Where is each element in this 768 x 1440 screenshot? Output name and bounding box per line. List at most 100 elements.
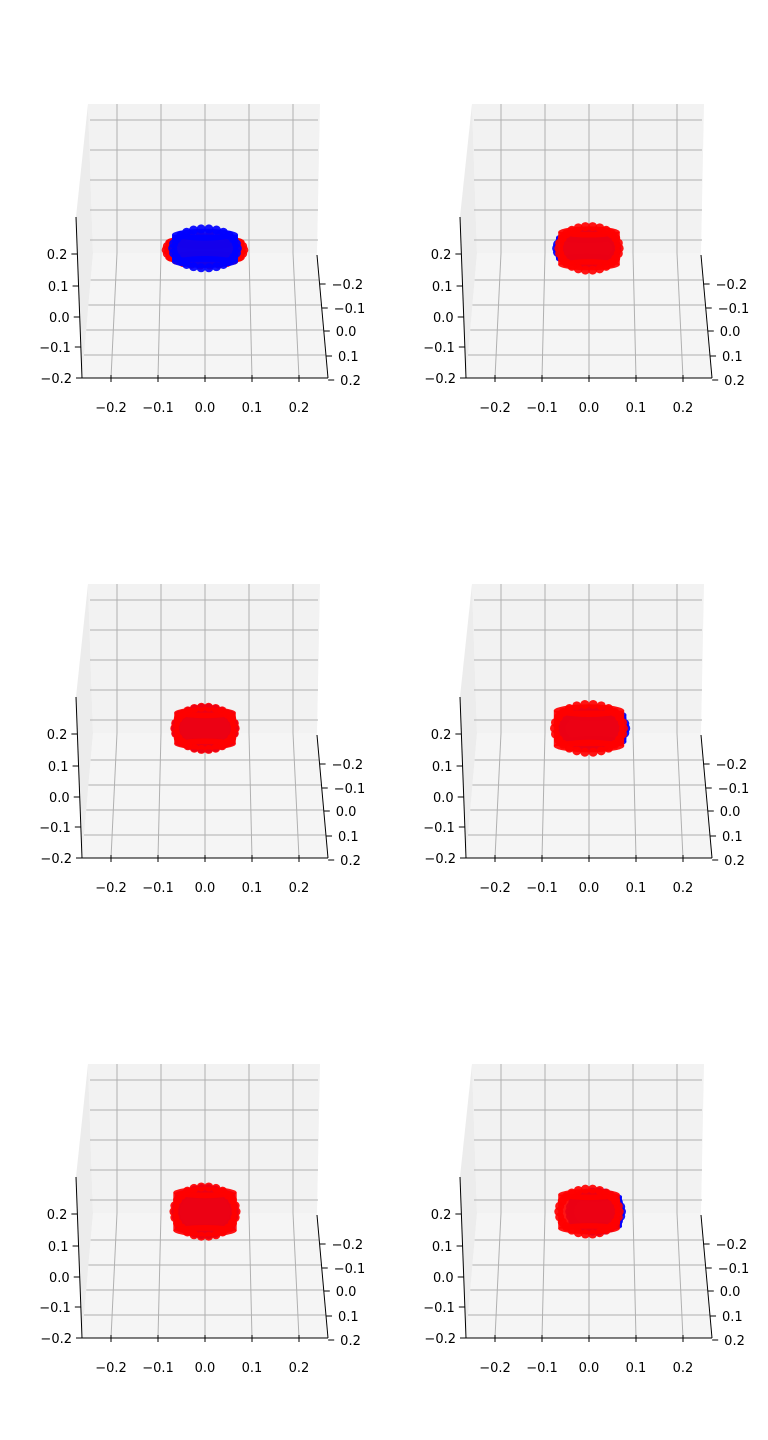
y-axis-line: [700, 254, 713, 379]
subplot-2: −0.2 −0.1 0.0 0.1 0.2 −0.2 −0.1 0.0 0.1 0.2 −0.2 −0…: [384, 0, 768, 480]
x-tick-label: −0.2: [479, 881, 511, 896]
grid-line-x-floor: [292, 732, 300, 859]
side-pane: [76, 1064, 93, 1338]
z-tick-label: −0.2: [40, 372, 72, 387]
scatter-point: [189, 1183, 199, 1193]
scatter-point: [182, 227, 192, 237]
scatter-point: [204, 744, 214, 754]
scatter-point: [595, 1228, 605, 1238]
plot-area: −0.2 −0.1 0.0 0.1 0.2 −0.2 −0.1 0.0 0.1 0.2 −0.2 −0…: [423, 584, 749, 896]
z-tick-label: −0.1: [39, 1301, 71, 1316]
plot-area: −0.2 −0.1 0.0 0.1 0.2 −0.2 −0.1 0.0 0.1 0.2 −0.2 −0…: [39, 584, 366, 896]
scatter-point: [230, 1201, 240, 1211]
y-tick-label: 0.0: [720, 325, 741, 340]
z-tick-label: −0.2: [424, 1332, 456, 1347]
x-tick-label: −0.2: [95, 881, 127, 896]
y-tick-label: −0.2: [332, 278, 364, 293]
z-tick-label: 0.0: [49, 311, 70, 326]
scatter-point: [211, 262, 221, 272]
x-tick-label: 0.0: [579, 881, 600, 896]
y-tick-label: 0.1: [722, 1310, 743, 1325]
z-tick-label: 0.0: [433, 1271, 454, 1286]
scatter-point: [588, 699, 598, 709]
grid-line-x-floor: [676, 252, 684, 379]
x-tick-label: −0.2: [95, 1361, 127, 1376]
x-tick-label: 0.1: [242, 401, 263, 416]
z-tick-label: 0.1: [432, 760, 453, 775]
subplot-3: −0.2 −0.1 0.0 0.1 0.2 −0.2 −0.1 0.0 0.1 0.2 −0.2 −0…: [0, 480, 384, 960]
y-tick-label: −0.2: [716, 278, 748, 293]
scatter-point: [196, 224, 206, 234]
scatter-point: [588, 1229, 598, 1239]
z-tick-label: 0.2: [47, 248, 68, 263]
scatter-point: [204, 1182, 214, 1192]
x-tick-label: 0.2: [289, 401, 310, 416]
x-tick-label: 0.0: [195, 881, 216, 896]
y-axis-line: [700, 734, 713, 859]
y-tick-label: −0.1: [334, 1262, 366, 1277]
y-tick-label: 0.1: [338, 830, 359, 845]
scatter-point: [588, 265, 598, 275]
grid-line-x-floor: [292, 252, 300, 379]
z-tick-label: −0.2: [424, 852, 456, 867]
y-tick-label: 0.2: [724, 1334, 745, 1349]
scatter-point: [211, 743, 221, 753]
x-tick-label: 0.0: [579, 401, 600, 416]
scatter-point: [189, 262, 199, 272]
z-axis-line: [459, 216, 467, 379]
y-axis-line: [316, 734, 329, 859]
scatter-point: [573, 1185, 583, 1195]
z-tick-label: 0.1: [48, 1240, 69, 1255]
series-cloud: [169, 1182, 241, 1241]
x-tick-label: −0.1: [142, 881, 174, 896]
z-tick-label: 0.2: [431, 728, 452, 743]
subplot-5: −0.2 −0.1 0.0 0.1 0.2 −0.2 −0.1 0.0 0.1 0.2 −0.2 −0…: [0, 960, 384, 1440]
z-tick-label: 0.0: [433, 791, 454, 806]
side-pane: [460, 584, 477, 858]
z-tick-label: 0.1: [432, 1240, 453, 1255]
z-tick-label: 0.2: [47, 728, 68, 743]
y-tick-label: 0.0: [720, 805, 741, 820]
z-tick-label: −0.2: [424, 372, 456, 387]
plot-area: −0.2 −0.1 0.0 0.1 0.2 −0.2 −0.1 0.0 0.1 0.2 −0.2 −0…: [39, 1064, 366, 1376]
back-pane: [472, 104, 704, 253]
z-tick-label: 0.2: [47, 1208, 68, 1223]
x-tick-label: −0.1: [526, 401, 558, 416]
grid-line-x-floor: [541, 732, 546, 859]
side-pane: [460, 1064, 477, 1338]
grid-line-x-floor: [494, 252, 502, 379]
z-tick-label: −0.1: [39, 821, 71, 836]
y-tick-label: −0.1: [718, 302, 750, 317]
scatter-point: [204, 224, 214, 234]
z-axis-line: [459, 1176, 467, 1339]
y-tick-label: −0.1: [334, 782, 366, 797]
z-tick-label: 0.0: [49, 1271, 70, 1286]
y-axis-line: [700, 1214, 713, 1339]
y-tick-label: −0.2: [332, 758, 364, 773]
z-tick-label: −0.1: [39, 341, 71, 356]
z-tick-label: 0.0: [433, 311, 454, 326]
z-tick-label: −0.1: [423, 341, 455, 356]
series-cloud: [554, 222, 624, 275]
x-tick-label: −0.1: [526, 881, 558, 896]
scatter-point: [229, 718, 239, 728]
y-tick-label: 0.1: [722, 830, 743, 845]
scatter-point: [231, 239, 241, 249]
x-tick-label: −0.1: [526, 1361, 558, 1376]
subplot-6: −0.2 −0.1 0.0 0.1 0.2 −0.2 −0.1 0.0 0.1 0.2 −0.2 −0…: [384, 960, 768, 1440]
back-pane: [88, 1064, 320, 1213]
x-tick-label: 0.1: [626, 401, 647, 416]
z-tick-label: 0.2: [431, 248, 452, 263]
x-tick-label: −0.1: [142, 1361, 174, 1376]
x-tick-label: −0.1: [142, 401, 174, 416]
subplot-4: −0.2 −0.1 0.0 0.1 0.2 −0.2 −0.1 0.0 0.1 0.2 −0.2 −0…: [384, 480, 768, 960]
grid-line-x-floor: [248, 1212, 253, 1339]
y-tick-label: 0.1: [338, 1310, 359, 1325]
x-tick-label: −0.2: [479, 401, 511, 416]
z-tick-label: 0.0: [49, 791, 70, 806]
z-tick-label: −0.2: [40, 852, 72, 867]
grid-line-x-floor: [676, 1212, 684, 1339]
y-tick-label: 0.2: [340, 854, 361, 869]
z-tick-label: 0.1: [48, 280, 69, 295]
z-axis-line: [459, 696, 467, 859]
